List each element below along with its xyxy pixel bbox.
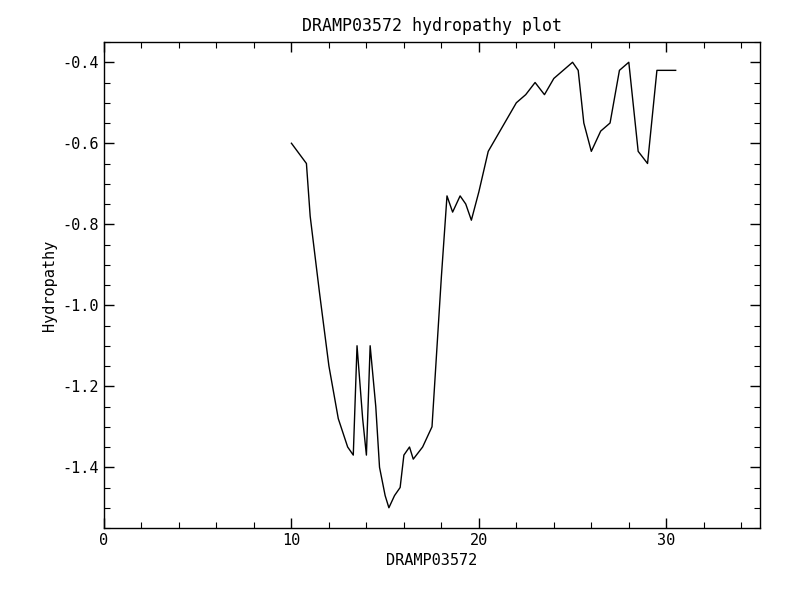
Y-axis label: Hydropathy: Hydropathy [42, 239, 57, 331]
X-axis label: DRAMP03572: DRAMP03572 [386, 553, 478, 568]
Title: DRAMP03572 hydropathy plot: DRAMP03572 hydropathy plot [302, 17, 562, 35]
